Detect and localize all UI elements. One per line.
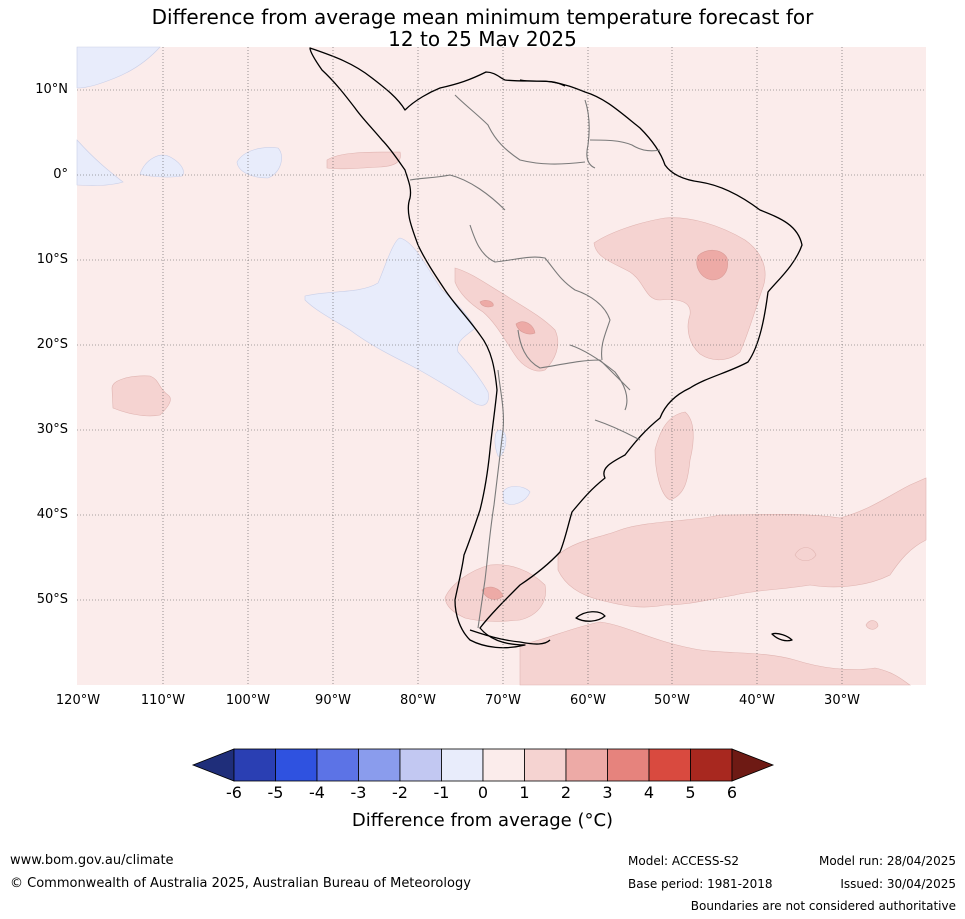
hot-patch-bolivia-2 — [515, 321, 536, 335]
colorbar-bin-5 — [399, 748, 442, 782]
model-name: Model: ACCESS-S2 — [628, 854, 740, 868]
cool-patch-equator-west — [76, 139, 124, 186]
warm-patch-south-atlantic-band — [557, 477, 927, 608]
warm-patch-south-pacific — [111, 375, 171, 417]
boundary-guianas — [589, 139, 661, 152]
cool-patch-equator-1 — [139, 154, 184, 178]
hot-patch-bolivia-1 — [479, 300, 494, 308]
map-title-line-1: Difference from average mean minimum tem… — [151, 5, 814, 29]
lon-label-100w: 100°W — [225, 693, 271, 708]
lat-label-10n: 10°N — [35, 82, 68, 97]
negative-anomaly-areas — [76, 46, 531, 505]
copyright-notice: © Commonwealth of Australia 2025, Austra… — [10, 876, 471, 891]
colorbar-label-minus-2: -2 — [392, 783, 408, 802]
colorbar-bin-10 — [607, 748, 650, 782]
colorbar-extend-low — [191, 748, 235, 782]
lat-label-0: 0° — [53, 167, 68, 182]
colorbar-label-0: 0 — [477, 783, 489, 802]
base-period: Base period: 1981-2018 — [628, 877, 773, 891]
lon-label-110w: 110°W — [140, 693, 186, 708]
colorbar-bin-6 — [441, 748, 484, 782]
warm-patch-equator-pacific — [326, 151, 401, 170]
colorbar-label-minus-4: -4 — [309, 783, 325, 802]
colorbar-label-minus-3: -3 — [350, 783, 367, 802]
website-link[interactable]: www.bom.gov.au/climate — [10, 853, 174, 868]
colorbar-label-minus-6: -6 — [226, 783, 242, 802]
warm-patch-south-atlantic — [654, 411, 694, 501]
map-gridlines — [77, 47, 926, 685]
lon-label-80w: 80°W — [400, 693, 436, 708]
colorbar-label-1: 1 — [519, 783, 530, 802]
colorbar — [191, 748, 775, 782]
model-run-date: Model run: 28/04/2025 — [818, 854, 956, 868]
warm-patch-drake — [519, 621, 912, 686]
lat-label-40s: 40°S — [36, 507, 68, 522]
tierra-del-fuego-coast — [469, 629, 551, 645]
cool-patch-patagonia — [502, 486, 531, 505]
colorbar-label-5: 5 — [685, 783, 696, 802]
colorbar-label-4: 4 — [643, 783, 655, 802]
lon-label-50w: 50°W — [654, 693, 690, 708]
coastlines — [309, 47, 803, 649]
boundaries-disclaimer: Boundaries are not considered authoritat… — [690, 899, 956, 913]
colorbar-extend-high — [731, 748, 775, 782]
colorbar-bin-12 — [690, 748, 733, 782]
lon-label-30w: 30°W — [824, 693, 860, 708]
lon-label-90w: 90°W — [315, 693, 351, 708]
boundary-bolivia-argentina — [517, 329, 631, 391]
boundary-uruguay — [594, 419, 641, 441]
issued-date: Issued: 30/04/2025 — [840, 877, 956, 891]
south-georgia-coast — [771, 632, 793, 642]
colorbar-bin-1 — [233, 748, 276, 782]
colorbar-bin-8 — [524, 748, 567, 782]
colorbar-bin-9 — [565, 748, 608, 782]
lon-label-60w: 60°W — [570, 693, 606, 708]
colorbar-bin-7 — [482, 748, 525, 782]
caribbean-coast-fragment — [519, 79, 566, 87]
colorbar-bin-2 — [275, 748, 318, 782]
cool-patch-peru-coast — [304, 237, 489, 406]
lat-label-50s: 50°S — [36, 592, 68, 607]
colorbar-label-minus-5: -5 — [267, 783, 284, 802]
colorbar-bin-11 — [648, 748, 691, 782]
colorbar-bin-4 — [358, 748, 401, 782]
boundary-paraguay — [569, 344, 628, 411]
colorbar-bin-3 — [316, 748, 359, 782]
hot-patch-brazil — [696, 249, 728, 281]
lon-label-120w: 120°W — [55, 693, 101, 708]
lat-label-30s: 30°S — [36, 422, 68, 437]
warm-patch-small-1 — [865, 620, 879, 630]
falklands-coast — [575, 611, 606, 622]
colorbar-title: Difference from average (°C) — [351, 810, 614, 831]
warm-patch-small-2 — [794, 547, 817, 561]
lon-label-70w: 70°W — [485, 693, 521, 708]
boundary-colombia-ecuador — [409, 174, 506, 211]
warm-patch-bolivia — [454, 267, 559, 372]
colorbar-label-6: 6 — [726, 783, 738, 802]
lat-label-20s: 20°S — [36, 337, 68, 352]
lat-label-10s: 10°S — [36, 252, 68, 267]
colorbar-label-minus-1: -1 — [433, 783, 450, 802]
cool-patch-northwest — [76, 46, 161, 89]
colorbar-label-3: 3 — [602, 783, 613, 802]
boundary-chile-argentina — [477, 369, 504, 629]
lon-label-40w: 40°W — [739, 693, 775, 708]
colorbar-label-2: 2 — [560, 783, 572, 802]
